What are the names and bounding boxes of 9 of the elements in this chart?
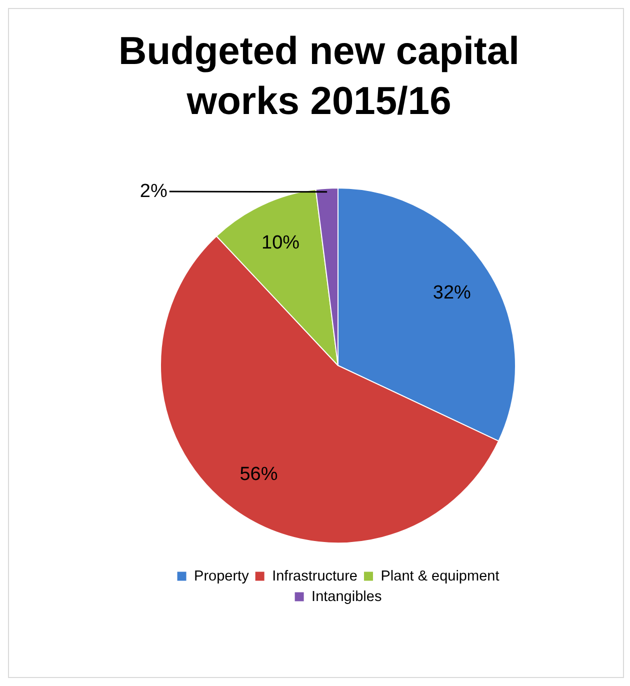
legend-label: Infrastructure bbox=[272, 568, 358, 584]
data-label: 10% bbox=[262, 232, 300, 254]
legend-label: Property bbox=[194, 568, 250, 584]
data-label: 32% bbox=[432, 282, 472, 304]
data-label: 56% bbox=[240, 464, 278, 485]
chart-title: Budgeted new capital works 2015/16 bbox=[118, 29, 520, 125]
legend-label: Plant & equipment bbox=[380, 568, 500, 584]
data-label: 2% bbox=[140, 180, 168, 202]
legend-label: Intangibles bbox=[312, 588, 382, 605]
